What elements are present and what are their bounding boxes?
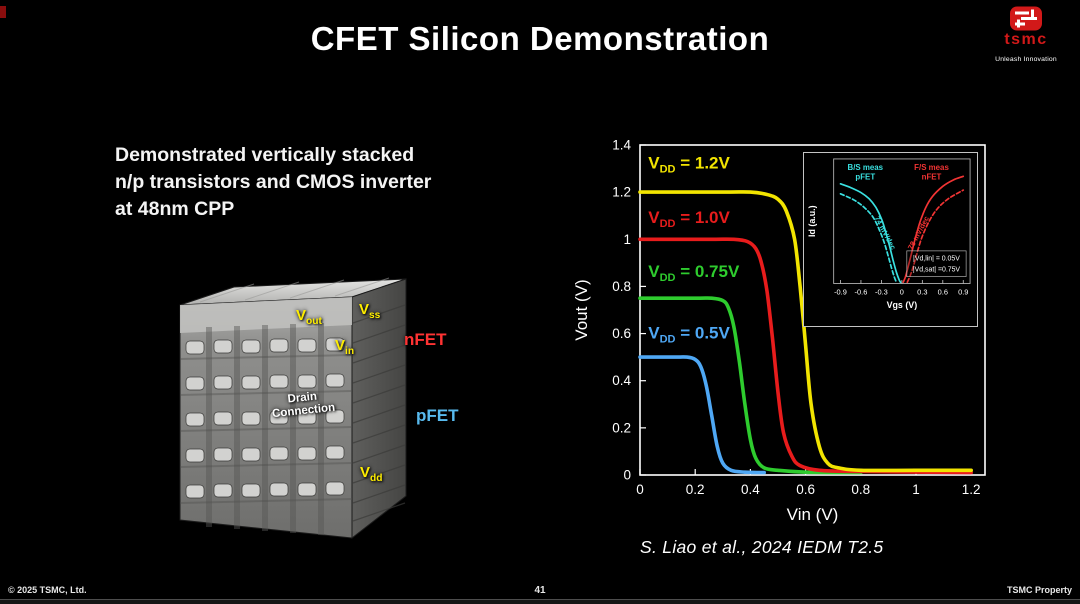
tsmc-logo: tsmc Unleash Innovation	[980, 6, 1072, 63]
inset-x-tick-label: -0.6	[855, 287, 868, 296]
footer-copyright: © 2025 TSMC, Ltd.	[8, 585, 87, 595]
inset-legend-line1: B/S meas	[848, 163, 884, 172]
description-text: Demonstrated vertically stacked n/p tran…	[115, 142, 431, 223]
inset-x-tick-label: 0.6	[938, 287, 948, 296]
curve-vdd-1.2v	[638, 190, 973, 473]
x-axis-label: Vin (V)	[787, 505, 839, 524]
curve-label: VDD = 1.0V	[648, 208, 730, 230]
page-number: 41	[534, 585, 546, 596]
inset-x-tick-label: -0.9	[834, 287, 847, 296]
curve-vdd-0.75v	[638, 296, 863, 475]
corner-accent	[0, 6, 6, 18]
inset-x-tick-label: 0.3	[917, 287, 927, 296]
x-tick-label: 0	[636, 482, 644, 497]
label-nfet: nFET	[404, 330, 447, 349]
y-axis-label: Vout (V)	[572, 279, 591, 340]
x-tick-label: 0.8	[851, 482, 870, 497]
label-vdd: Vdd	[360, 464, 383, 484]
curve-label: VDD = 0.75V	[648, 262, 740, 284]
inset-x-tick-label: 0.9	[958, 287, 968, 296]
tsmc-wafer-icon	[1010, 6, 1042, 31]
inset-x-tick-label: -0.3	[875, 287, 888, 296]
x-tick-label: 0.6	[796, 482, 815, 497]
bottom-bar	[0, 599, 1080, 604]
x-tick-label: 0.4	[741, 482, 760, 497]
y-tick-label: 0.4	[612, 373, 631, 388]
y-tick-label: 1	[623, 232, 631, 247]
x-tick-label: 1.2	[962, 482, 981, 497]
description-line: Demonstrated vertically stacked	[115, 144, 415, 166]
footer: © 2025 TSMC, Ltd. 41 TSMC Property	[0, 585, 1080, 597]
curve-label: VDD = 1.2V	[648, 154, 730, 176]
subthreshold-inset-chart: -0.9 -0.6 -0.3 0 0.3 0.6 0.9 Vgs (V) Id (a.u.) B/…	[803, 152, 978, 327]
curve-label: VDD = 0.5V	[648, 323, 730, 345]
y-tick-label: 0.2	[612, 420, 631, 435]
tem-image: Vout Vss Vin nFET Drain Connection pFET …	[150, 263, 459, 563]
tsmc-wordmark: tsmc	[1004, 31, 1048, 48]
y-tick-label: 1.4	[612, 138, 631, 153]
tem-cube-graphic	[179, 277, 407, 540]
subthreshold-inset-plot: -0.9 -0.6 -0.3 0 0.3 0.6 0.9 Vgs (V) Id (a.u.) B/…	[807, 158, 971, 310]
curve-vdd-1.0v	[638, 237, 973, 475]
inset-x-axis-label: Vgs (V)	[887, 300, 918, 310]
plot-frame	[639, 144, 986, 476]
curve-vdd-0.5v	[638, 355, 766, 475]
annotation-nfet-slope: 78 mV/dec	[906, 215, 931, 252]
inset-x-tick-label: 0	[900, 287, 904, 296]
inset-legend-line1: F/S meas	[914, 163, 949, 172]
y-tick-label: 0.6	[612, 326, 631, 341]
inset-curve-nfet-f-s-sat	[902, 175, 965, 284]
inset-legend-line2: pFET	[855, 173, 875, 182]
y-tick-label: 0.8	[612, 279, 631, 294]
citation: S. Liao et al., 2024 IEDM T2.5	[640, 537, 884, 557]
x-tick-label: 0.2	[686, 482, 705, 497]
label-vin: Vin	[335, 337, 355, 357]
footer-property: TSMC Property	[1006, 585, 1072, 595]
inset-curve-nfet-f-s-lin	[906, 189, 965, 284]
description-line: at 48nm CPP	[115, 198, 235, 220]
label-vout: Vout	[296, 307, 322, 327]
inset-curve-pfet-b-s-lin	[839, 192, 898, 284]
x-tick-label: 1	[912, 482, 920, 497]
inset-curve-pfet-b-s-sat	[839, 183, 902, 284]
tsmc-tagline: Unleash Innovation	[995, 56, 1057, 63]
y-tick-label: 0	[623, 468, 631, 483]
inverter-vtc-chart: 0 0.2 0.4 0.6 0.8 1 1.2 0 0.2 0.4 0.6 0.8 1 1.2 1.4 Vin…	[565, 130, 1010, 535]
bias-line2: |Vd,sat| =0.75V	[913, 267, 961, 274]
label-vss: Vss	[359, 301, 381, 321]
inset-y-axis-label: Id (a.u.)	[807, 205, 817, 237]
y-tick-label: 1.2	[612, 185, 631, 200]
inset-legend-line2: nFET	[922, 173, 942, 182]
label-pfet: pFET	[416, 406, 459, 425]
slide-title: CFET Silicon Demonstration	[310, 20, 770, 57]
description-line: n/p transistors and CMOS inverter	[115, 171, 432, 193]
bias-line1: |Vd,lin| = 0.05V	[913, 256, 960, 263]
inverter-vtc-plot: 0 0.2 0.4 0.6 0.8 1 1.2 0 0.2 0.4 0.6 0.8 1 1.2 1.4 Vin…	[572, 138, 986, 524]
bias-box	[906, 250, 967, 277]
